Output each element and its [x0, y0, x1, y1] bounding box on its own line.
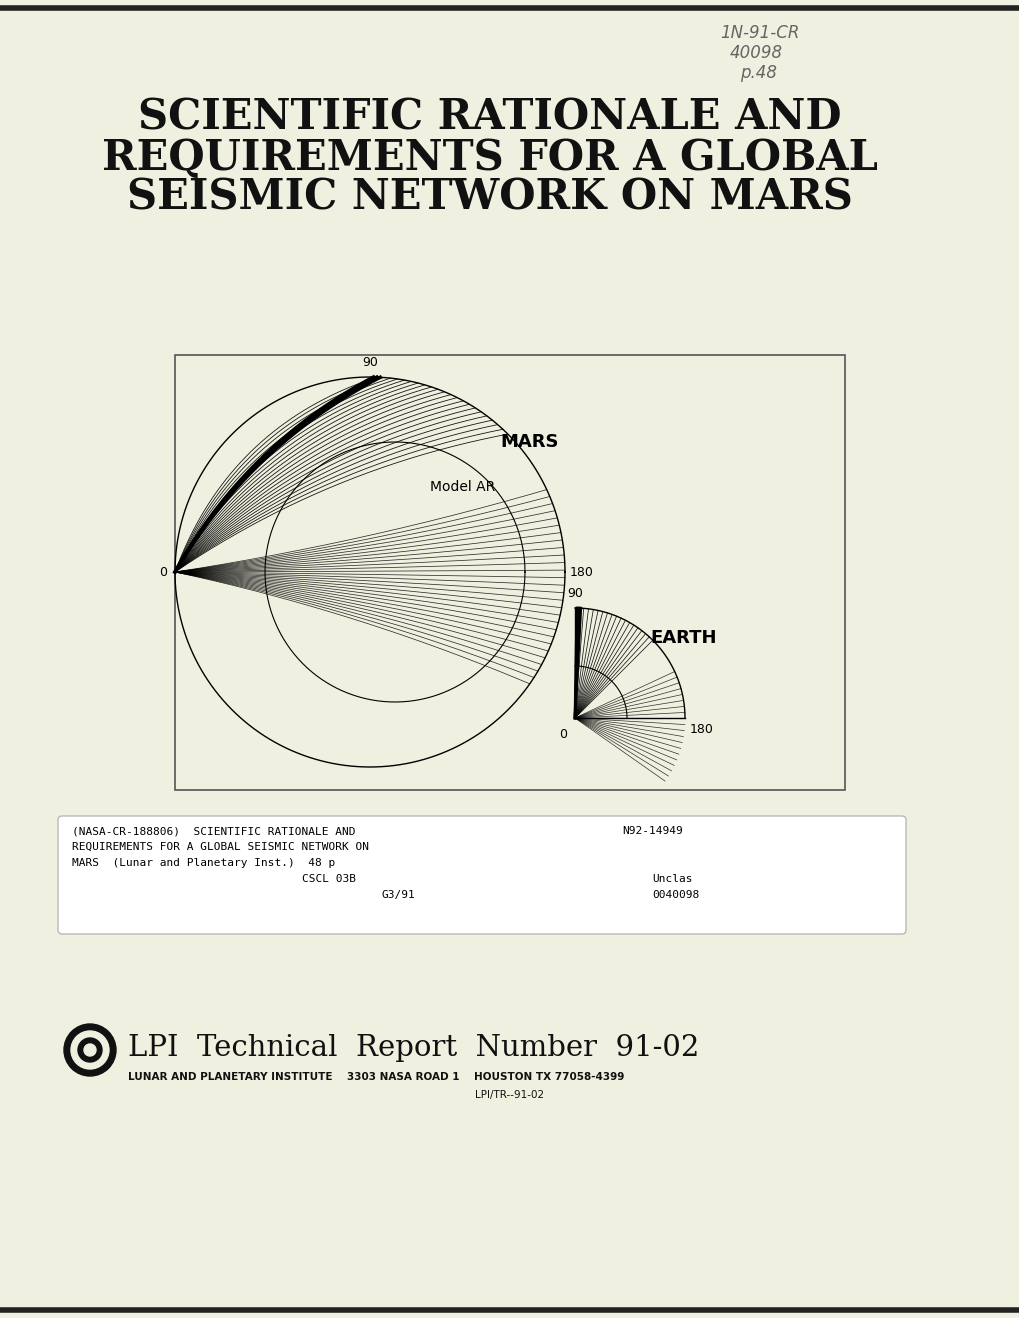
Text: LPI/TR--91-02: LPI/TR--91-02	[475, 1090, 544, 1101]
Text: 0040098: 0040098	[651, 890, 699, 900]
Text: G3/91: G3/91	[382, 890, 416, 900]
Text: LUNAR AND PLANETARY INSTITUTE    3303 NASA ROAD 1    HOUSTON TX 77058-4399: LUNAR AND PLANETARY INSTITUTE 3303 NASA …	[127, 1072, 624, 1082]
Circle shape	[84, 1044, 96, 1056]
Text: Model AR: Model AR	[430, 480, 495, 494]
Text: MARS  (Lunar and Planetary Inst.)  48 p: MARS (Lunar and Planetary Inst.) 48 p	[72, 858, 335, 869]
Text: 1N-91-CR: 1N-91-CR	[719, 24, 799, 42]
Text: 0: 0	[558, 728, 567, 741]
Text: p.48: p.48	[739, 65, 776, 82]
Text: CSCL 03B: CSCL 03B	[302, 874, 356, 884]
Text: 90: 90	[362, 356, 378, 369]
Text: REQUIREMENTS FOR A GLOBAL SEISMIC NETWORK ON: REQUIREMENTS FOR A GLOBAL SEISMIC NETWOR…	[72, 842, 369, 851]
Text: SEISMIC NETWORK ON MARS: SEISMIC NETWORK ON MARS	[127, 177, 852, 219]
Text: 180: 180	[689, 724, 713, 735]
Text: Unclas: Unclas	[651, 874, 692, 884]
Text: 180: 180	[570, 565, 593, 579]
Text: REQUIREMENTS FOR A GLOBAL: REQUIREMENTS FOR A GLOBAL	[102, 137, 877, 179]
Text: (NASA-CR-188806)  SCIENTIFIC RATIONALE AND: (NASA-CR-188806) SCIENTIFIC RATIONALE AN…	[72, 826, 356, 836]
FancyBboxPatch shape	[58, 816, 905, 934]
Bar	[175, 355, 844, 789]
Circle shape	[77, 1039, 102, 1062]
Text: 90: 90	[567, 587, 583, 600]
Circle shape	[64, 1024, 116, 1075]
Text: LPI  Technical  Report  Number  91-02: LPI Technical Report Number 91-02	[127, 1035, 699, 1062]
Circle shape	[71, 1031, 109, 1069]
Text: EARTH: EARTH	[649, 629, 715, 647]
Text: 40098: 40098	[730, 43, 783, 62]
Text: SCIENTIFIC RATIONALE AND: SCIENTIFIC RATIONALE AND	[139, 98, 841, 138]
Text: 0: 0	[159, 565, 167, 579]
Text: MARS: MARS	[499, 434, 558, 451]
Text: N92-14949: N92-14949	[622, 826, 682, 836]
